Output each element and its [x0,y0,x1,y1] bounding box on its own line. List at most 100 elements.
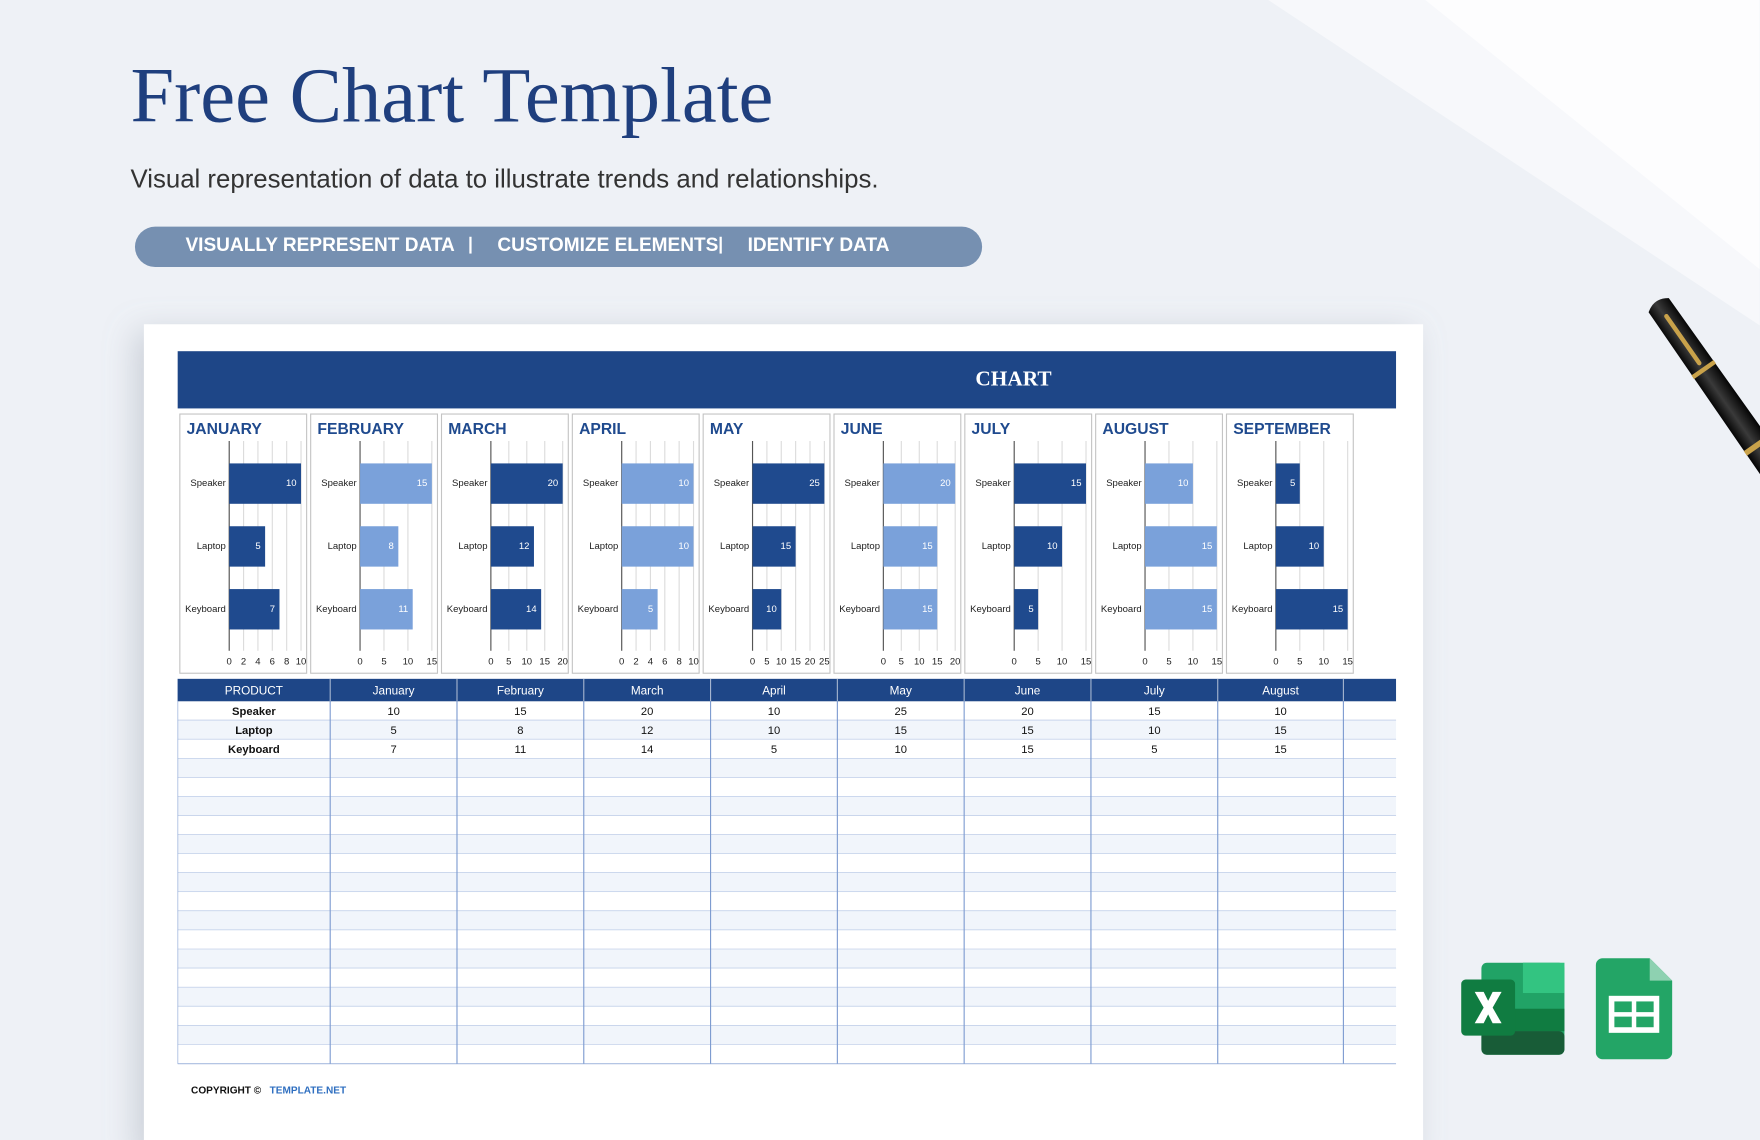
x-tick-label: 15 [932,657,943,668]
x-tick-label: 8 [677,657,682,668]
x-tick-label: 0 [227,657,232,668]
x-tick-label: 15 [539,657,550,668]
bar-value-label: 12 [519,541,530,552]
category-label: Keyboard [578,604,619,615]
table-cell: 5 [390,725,396,737]
chart-title: JANUARY [187,421,263,438]
icon-glyph [1474,991,1502,1024]
table-cell: 5 [771,744,777,756]
bar [490,463,563,504]
table-row [177,1044,1397,1064]
bar [883,463,956,504]
bar-value-label: 15 [1202,541,1213,552]
bar [883,589,938,630]
x-tick-label: 10 [1318,657,1329,668]
x-tick-label: 5 [1297,657,1302,668]
table-header: June [1015,684,1041,697]
bar-value-label: 5 [648,604,653,615]
category-label: Laptop [720,541,749,552]
x-tick-label: 10 [1188,657,1199,668]
bar [229,589,280,630]
copyright: COPYRIGHT © [191,1085,262,1096]
sheets-icon [1595,958,1673,1060]
table-row [177,911,1397,931]
category-label: Speaker [1106,478,1142,489]
category-label: Keyboard [185,604,226,615]
bar-value-label: 25 [809,478,820,489]
bar-value-label: 5 [1028,604,1033,615]
bar-value-label: 10 [1309,541,1320,552]
x-tick-label: 8 [284,657,289,668]
page-subtitle: Visual representation of data to illustr… [130,165,878,193]
chart-panel [440,413,569,674]
category-label: Laptop [458,541,487,552]
bar [1275,463,1300,504]
bar-value-label: 10 [678,478,689,489]
table-cell: 12 [641,725,653,737]
bar-value-label: 20 [548,478,559,489]
bar [360,526,399,567]
x-tick-label: 0 [881,657,886,668]
bar [1014,589,1039,630]
bar-value-label: 5 [255,541,260,552]
bar [490,526,534,567]
tag-label: VISUALLY REPRESENT DATA [185,235,455,256]
x-tick-label: 10 [521,657,532,668]
pen-band [1691,359,1717,380]
sheet-header-bar [177,351,1397,409]
bar [752,526,796,567]
table-row [177,1025,1397,1045]
table-row-label: Keyboard [228,744,280,756]
x-tick-label: 5 [764,657,769,668]
bar-value-label: 15 [922,541,933,552]
category-label: Speaker [845,478,881,489]
table-header-row [177,678,1397,702]
tag-group: VISUALLY REPRESENT DATA CUSTOMIZE ELEMENT… [185,235,889,256]
x-tick-label: 5 [381,657,386,668]
table-row [177,853,1397,873]
table-cell: 15 [514,706,526,718]
x-tick-label: 20 [805,657,816,668]
table-cell: 8 [517,725,523,737]
category-label: Laptop [982,541,1011,552]
chart-title: AUGUST [1102,421,1169,438]
table-header: July [1144,684,1165,697]
bar-value-label: 8 [389,541,394,552]
bar [490,589,542,630]
table-header: January [373,684,415,697]
x-tick-label: 2 [241,657,246,668]
excel-icon [1461,962,1565,1055]
x-tick-label: 6 [662,657,667,668]
table-row [177,892,1397,912]
x-tick-label: 20 [557,657,568,668]
table-row [177,1006,1397,1026]
category-label: Speaker [190,478,226,489]
category-label: Speaker [452,478,488,489]
table-row [177,949,1397,969]
table-cell: 15 [1148,706,1160,718]
x-tick-label: 25 [819,657,830,668]
table-row [177,987,1397,1007]
x-tick-label: 15 [1342,657,1353,668]
sheet-title: CHART [975,366,1051,390]
category-label: Speaker [583,478,619,489]
table-cell: 15 [1274,725,1286,737]
table-row [177,758,1397,778]
table-row-label: Laptop [235,725,273,737]
chart-title: JULY [972,421,1011,438]
table-row-label: Speaker [232,706,276,718]
table-row [177,815,1397,835]
table-row [177,796,1397,816]
bar [883,526,938,567]
chart-title: APRIL [579,421,626,438]
table-header: April [762,684,786,697]
tag-label: CUSTOMIZE ELEMENTS [497,235,718,256]
bar [229,526,266,567]
category-label: Keyboard [447,604,488,615]
table-header: May [890,684,912,697]
x-tick-label: 4 [255,657,261,668]
pen [1648,298,1760,544]
x-tick-label: 10 [1057,657,1068,668]
table-cell: 11 [515,744,527,756]
